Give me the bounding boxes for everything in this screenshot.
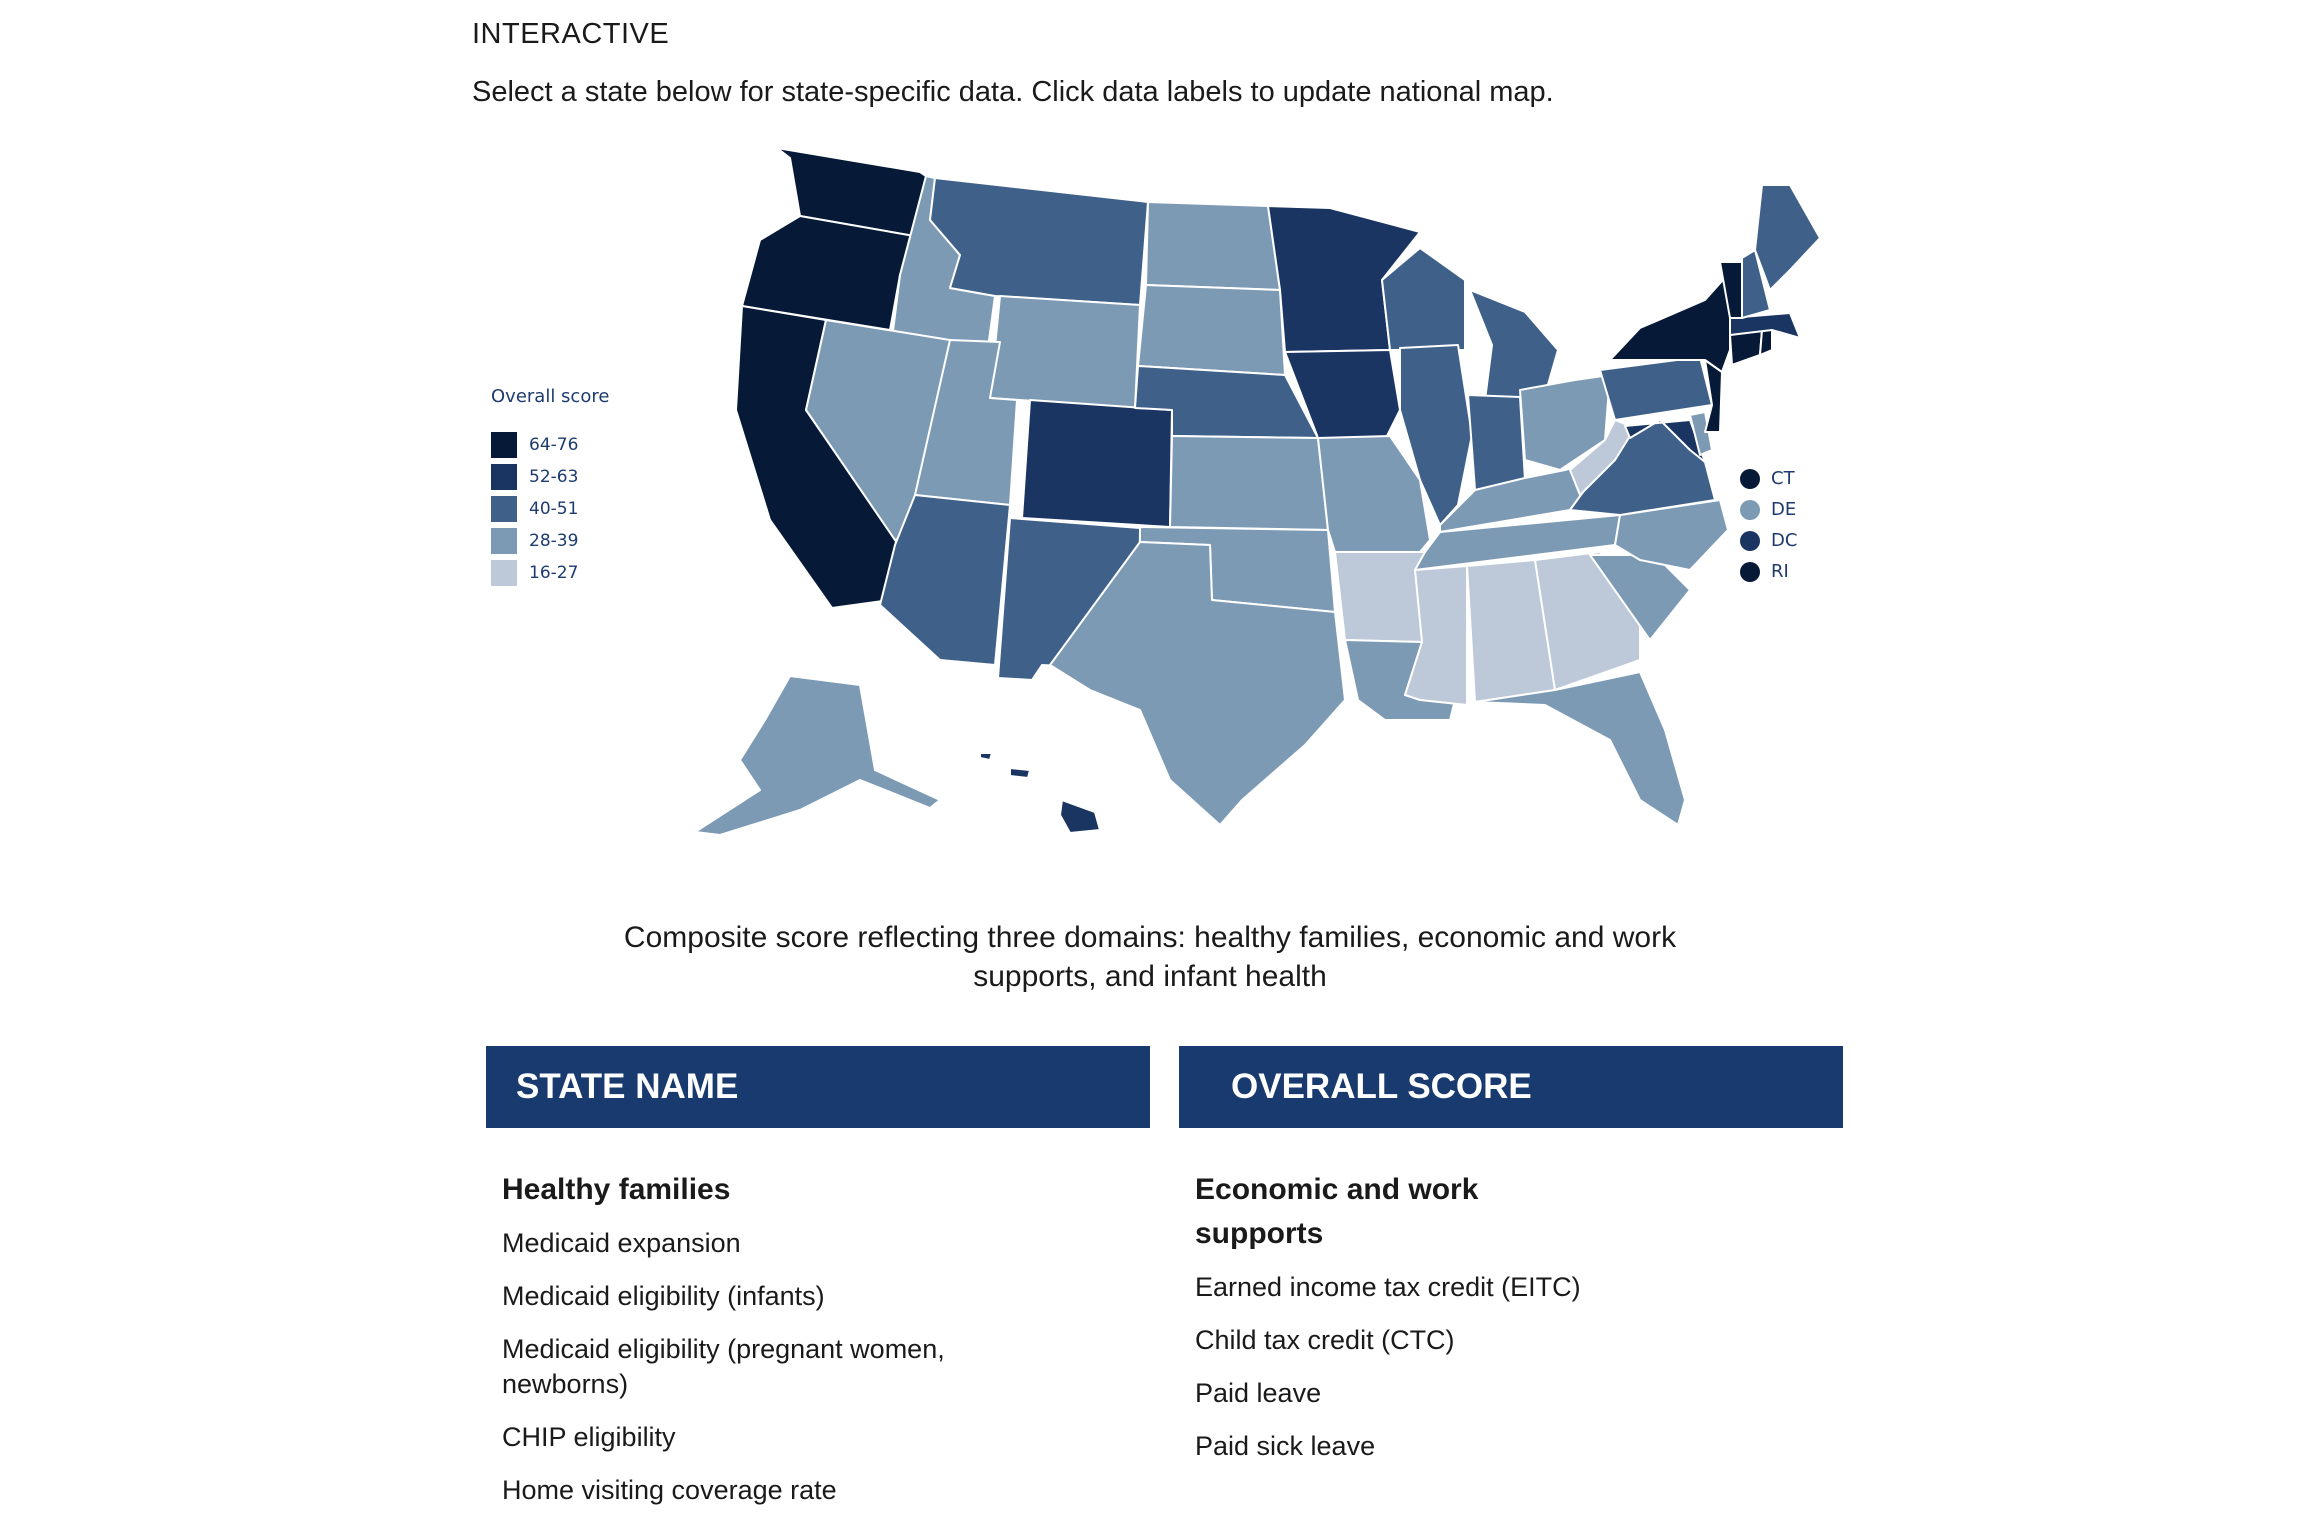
small-state-de[interactable]: DE <box>1740 494 1797 525</box>
legend-item: 28-39 <box>491 525 609 557</box>
state-south-dakota[interactable] <box>1137 284 1286 376</box>
legend-item: 16-27 <box>491 557 609 589</box>
legend-label: 64-76 <box>529 435 579 455</box>
small-state-dot <box>1740 468 1760 489</box>
legend-item: 40-51 <box>491 493 609 525</box>
legend-item: 64-76 <box>491 429 609 461</box>
metric-label[interactable]: Child tax credit (CTC) <box>1195 1325 1455 1355</box>
legend-swatch <box>491 528 517 554</box>
metric-label[interactable]: Paid sick leave <box>1195 1431 1376 1461</box>
metric-label[interactable]: Earned income tax credit (EITC) <box>1195 1272 1581 1302</box>
state-new-york[interactable] <box>1609 271 1731 373</box>
state-arizona[interactable] <box>879 494 1011 666</box>
legend-title: Overall score <box>491 386 610 407</box>
state-north-dakota[interactable] <box>1145 201 1281 291</box>
domain-title: Economic and work supports <box>1195 1173 1479 1250</box>
state-michigan[interactable] <box>1469 289 1559 401</box>
small-state-dot <box>1740 561 1760 582</box>
metric-label[interactable]: Home visiting coverage rate <box>502 1475 837 1505</box>
state-new-hampshire[interactable] <box>1741 249 1771 319</box>
state-rhode-island[interactable] <box>1759 329 1773 356</box>
small-state-label: RI <box>1771 561 1789 582</box>
us-map-svg <box>694 147 1821 836</box>
state-texas[interactable] <box>1049 541 1346 826</box>
state-maryland[interactable] <box>1624 419 1706 463</box>
state-wisconsin[interactable] <box>1381 247 1466 351</box>
small-state-label: CT <box>1771 468 1795 489</box>
small-state-label: DE <box>1771 499 1797 520</box>
small-state-dot <box>1740 499 1760 520</box>
small-states-legend: CT DE DC RI <box>1740 463 1797 587</box>
legend-label: 52-63 <box>529 467 579 487</box>
legend-swatch <box>491 432 517 458</box>
section-eyebrow: INTERACTIVE <box>472 18 670 50</box>
metric-label[interactable]: Medicaid eligibility (pregnant women, ne… <box>502 1334 945 1399</box>
small-state-ri[interactable]: RI <box>1740 556 1797 587</box>
small-state-dc[interactable]: DC <box>1740 525 1797 556</box>
state-arkansas[interactable] <box>1334 551 1426 643</box>
legend-swatch <box>491 560 517 586</box>
state-alaska[interactable] <box>694 675 941 836</box>
state-wyoming[interactable] <box>989 295 1141 409</box>
map-caption: Composite score reflecting three domains… <box>623 921 1677 993</box>
state-missouri[interactable] <box>1317 435 1431 553</box>
state-iowa[interactable] <box>1284 349 1401 439</box>
legend-label: 16-27 <box>529 563 579 583</box>
intro-text: Select a state below for state-specific … <box>472 76 1554 108</box>
state-florida[interactable] <box>1474 671 1686 826</box>
metric-label[interactable]: Medicaid eligibility (infants) <box>502 1281 825 1311</box>
state-indiana[interactable] <box>1467 394 1526 491</box>
overall-score-header[interactable]: OVERALL SCORE <box>1179 1046 1843 1128</box>
map-legend: Overall score 64-76 52-63 40-51 28-39 16… <box>491 386 609 589</box>
us-map: Overall score 64-76 52-63 40-51 28-39 16… <box>491 147 1821 836</box>
state-maine[interactable] <box>1754 184 1821 291</box>
small-state-dot <box>1740 530 1760 551</box>
state-montana[interactable] <box>929 177 1149 306</box>
state-colorado[interactable] <box>1021 399 1173 528</box>
legend-item: 52-63 <box>491 461 609 493</box>
state-name-header[interactable]: STATE NAME <box>486 1046 1150 1128</box>
healthy-families-column: Healthy families Medicaid expansion Medi… <box>502 1168 1022 1526</box>
state-kansas[interactable] <box>1169 435 1329 531</box>
metric-label[interactable]: Medicaid expansion <box>502 1228 741 1258</box>
small-state-label: DC <box>1771 530 1798 551</box>
state-hawaii[interactable] <box>979 752 1101 834</box>
state-pennsylvania[interactable] <box>1599 356 1713 421</box>
state-massachusetts[interactable] <box>1729 312 1801 339</box>
metric-label[interactable]: CHIP eligibility <box>502 1422 676 1452</box>
legend-swatch <box>491 496 517 522</box>
legend-swatch <box>491 464 517 490</box>
legend-label: 28-39 <box>529 531 579 551</box>
economic-supports-column: Economic and work supports Earned income… <box>1195 1168 1715 1482</box>
domain-title: Healthy families <box>502 1173 731 1206</box>
legend-label: 40-51 <box>529 499 579 519</box>
metric-label[interactable]: Paid leave <box>1195 1378 1322 1408</box>
small-state-ct[interactable]: CT <box>1740 463 1797 494</box>
